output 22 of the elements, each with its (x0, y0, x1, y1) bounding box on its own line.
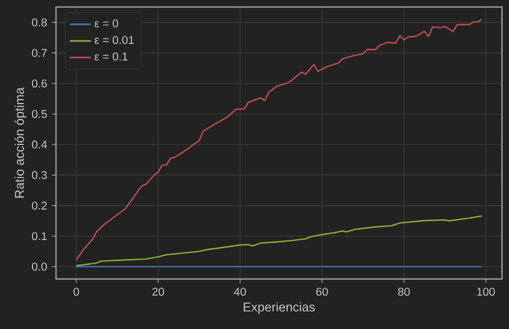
x-tick-label: 0 (74, 288, 79, 296)
y-tick-label: 0.4 (32, 140, 47, 149)
y-tick-label: 0.1 (32, 232, 47, 240)
x-tick-label: 100 (477, 288, 495, 296)
legend-label: ε = 0.1 (94, 52, 128, 61)
x-tick-label: 80 (398, 288, 410, 296)
y-tick-label: 0.6 (32, 79, 47, 88)
line-series (76, 215, 482, 266)
y-tick-label: 0.2 (32, 202, 47, 210)
x-tick-label: 20 (152, 288, 164, 296)
y-tick-label: 0.8 (32, 18, 47, 26)
x-tick-label: 40 (234, 288, 246, 296)
y-tick-label: 0.5 (32, 110, 47, 118)
y-tick-label: 0.7 (32, 48, 47, 57)
y-axis-title: Ratio acción óptima (14, 87, 26, 198)
x-axis-title: Experiencias (244, 302, 315, 314)
legend-label: ε = 0 (94, 19, 118, 28)
x-tick-label: 60 (316, 288, 328, 296)
y-tick-label: 0.3 (32, 171, 47, 180)
line-series (76, 18, 482, 261)
y-tick-label: 0.0 (32, 262, 47, 271)
legend-label: ε = 0.01 (94, 36, 134, 44)
